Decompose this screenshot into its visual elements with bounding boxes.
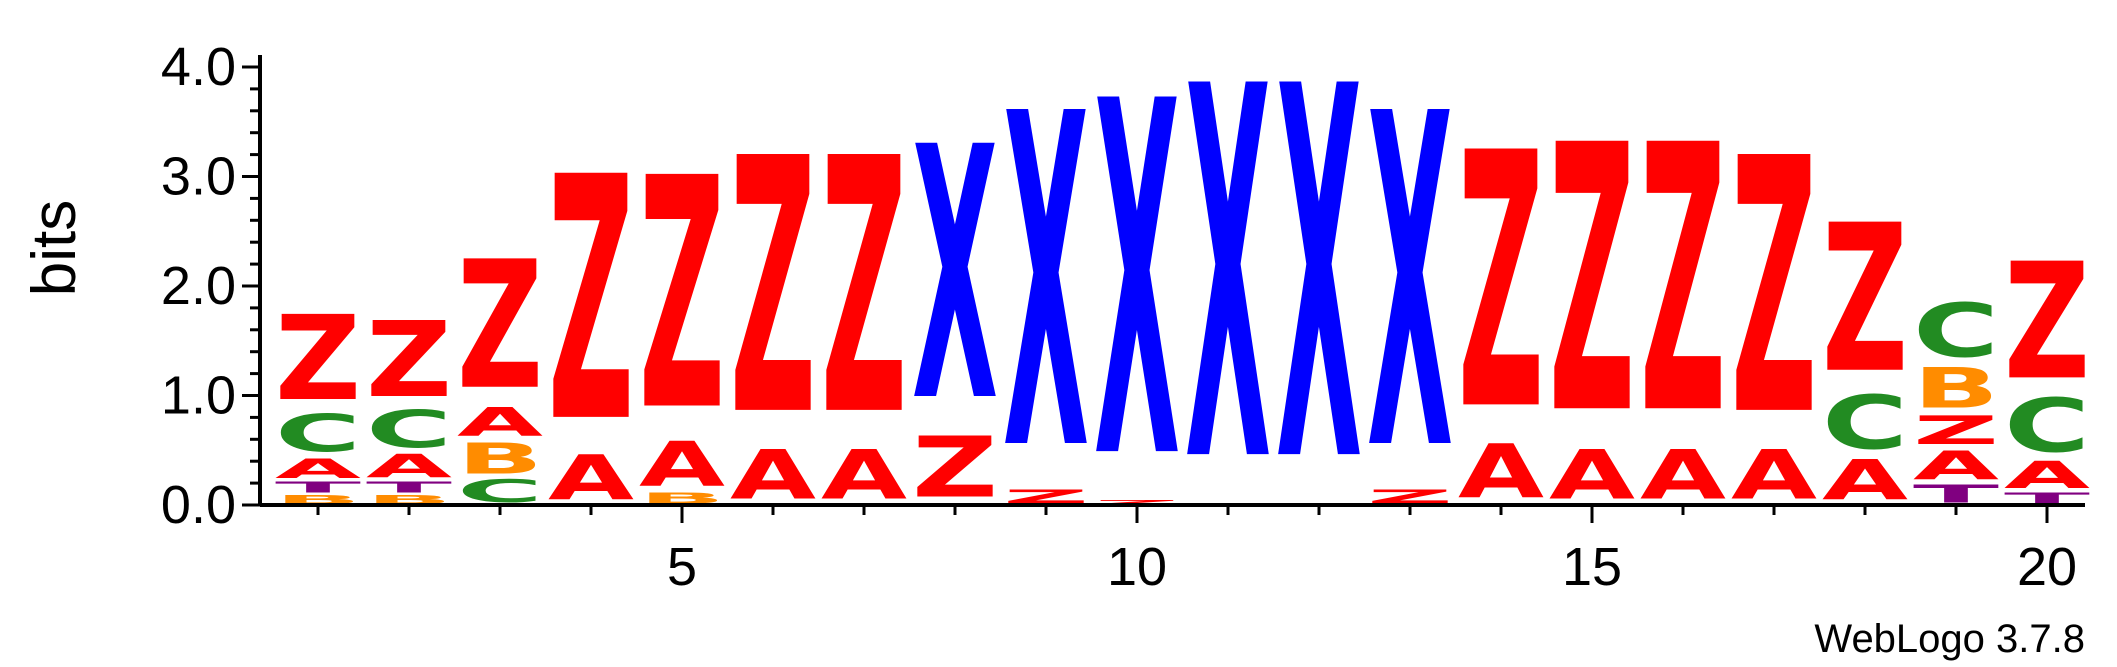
logo-letter-z: Z	[1003, 486, 1089, 508]
logo-letter-z: Z	[639, 110, 725, 481]
y-tick-label: 1.0	[161, 366, 236, 426]
y-axis: 0.0 1.0 2.0 3.0 4.0	[161, 37, 262, 535]
logo-letter-c: C	[275, 404, 361, 464]
logo-letter-a: A	[366, 448, 452, 485]
logo-letter-z: Z	[1367, 486, 1453, 508]
logo-letter-a: A	[1549, 436, 1635, 515]
x-tick-label: 10	[1107, 537, 1167, 597]
logo-letter-c: C	[366, 400, 452, 460]
logo-letter-x: X	[912, 74, 998, 478]
logo-letter-z: Z	[1822, 183, 1908, 419]
logo-letter-z: Z	[457, 225, 543, 429]
logo-letter-x: X	[1276, 0, 1362, 576]
logo-letter-a: A	[821, 436, 907, 515]
logo-letter-t: T	[2004, 490, 2090, 507]
logo-letter-x: X	[1367, 18, 1453, 551]
logo-letter-z: Z	[1458, 79, 1544, 488]
logo-letter-z: Z	[275, 291, 361, 427]
logo-letter-x: X	[1094, 0, 1180, 567]
y-axis-label: bits	[20, 200, 89, 296]
logo-letter-z: Z	[730, 84, 816, 493]
logo-letter-c: C	[2004, 384, 2090, 470]
logo-letter-c: C	[1913, 289, 1999, 375]
x-tick-label: 5	[667, 537, 697, 597]
x-tick-label: 15	[1562, 537, 1622, 597]
y-tick-label: 0.0	[161, 475, 236, 535]
logo-letter-z: Z	[548, 108, 634, 497]
logo-letter-z: Z	[1640, 69, 1726, 496]
logo-letter-a: A	[2004, 454, 2090, 497]
logo-letter-a: A	[1458, 430, 1544, 516]
y-tick-label: 4.0	[161, 37, 236, 97]
logo-letter-z: Z	[1731, 84, 1817, 493]
logo-letter-z: Z	[912, 420, 998, 517]
x-axis: 5 10 15 20	[260, 503, 2085, 597]
logo-letter-x: X	[1185, 0, 1271, 576]
logo-letter-b: B	[457, 434, 543, 484]
logo-letter-a: A	[1822, 448, 1908, 512]
logo-letter-z: Z	[366, 300, 452, 422]
logo-letter-a: A	[730, 436, 816, 515]
weblogo-credit: WebLogo 3.7.8	[1814, 617, 2085, 661]
logo-letter-z: Z	[1549, 69, 1635, 496]
logo-letter-a: A	[1731, 436, 1817, 515]
logo-letter-c: C	[1822, 380, 1908, 466]
logo-letter-a: A	[548, 443, 635, 514]
logo-letter-z: Z	[1913, 408, 1999, 454]
logo-letter-a: A	[275, 453, 362, 484]
y-tick-label: 2.0	[161, 256, 236, 316]
logo-letter-a: A	[639, 430, 726, 501]
logo-letter-a: A	[1913, 443, 2000, 489]
logo-letter-b: B	[1913, 356, 1999, 420]
logo-letter-z: Z	[1094, 499, 1180, 506]
logo-letter-a: A	[457, 399, 544, 445]
logo-letter-t: T	[366, 479, 452, 496]
y-tick-label: 3.0	[161, 147, 236, 207]
logo-letter-x: X	[1003, 18, 1089, 551]
logo-letter-a: A	[1640, 436, 1726, 515]
x-tick-label: 20	[2017, 537, 2077, 597]
logo-letter-z: Z	[821, 84, 907, 493]
logo-letter-b: B	[639, 490, 725, 507]
logo-letter-t: T	[275, 479, 361, 496]
logo-letter-z: Z	[2004, 230, 2090, 416]
